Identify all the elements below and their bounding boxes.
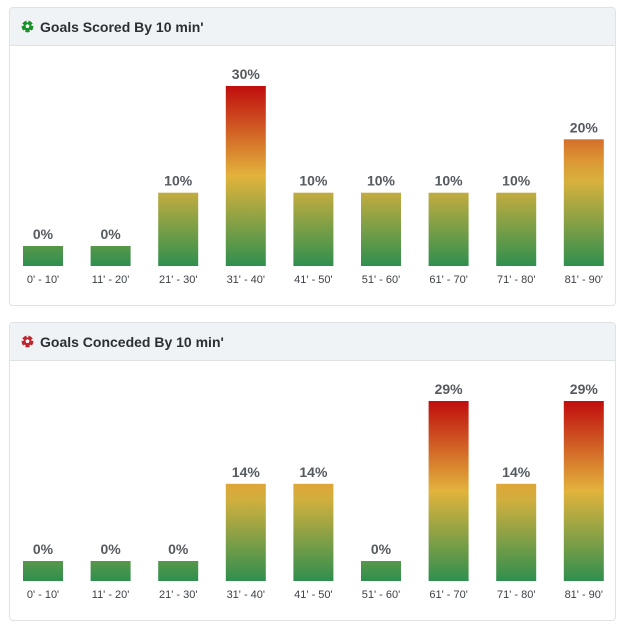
conceded-value-label-71-80: 14% <box>502 464 531 480</box>
goals-scored-chart: 0% 0' - 10' 0% 11' - 20' 10% 21' - 30' 30% 31' … <box>23 66 604 286</box>
scored-bar-61-70 <box>428 192 469 266</box>
scored-tick-label-21-30: 21' - 30' <box>159 274 197 286</box>
scored-value-label-61-70: 10% <box>435 173 464 189</box>
conceded-tick-label-0-10: 0' - 10' <box>27 589 59 601</box>
conceded-tick-label-41-50: 41' - 50' <box>294 589 332 601</box>
conceded-tick-label-61-70: 61' - 70' <box>429 589 467 601</box>
scored-tick-label-0-10: 0' - 10' <box>27 274 59 286</box>
scored-value-label-31-40: 30% <box>232 66 261 82</box>
conceded-tick-label-31-40: 31' - 40' <box>227 589 265 601</box>
goals-scored-title: Goals Scored By 10 min' <box>40 18 204 35</box>
goals-scored-header: Goals Scored By 10 min' <box>10 8 615 46</box>
goals-conceded-panel: Goals Conceded By 10 min' 0% 0' - 10' 0% 11… <box>9 322 616 621</box>
conceded-value-label-41-50: 14% <box>299 464 328 480</box>
scored-value-label-81-90: 20% <box>570 119 599 135</box>
scored-tick-label-11-20: 11' - 20' <box>92 274 130 286</box>
conceded-value-label-21-30: 0% <box>168 541 189 557</box>
scored-bar-41-50 <box>293 192 334 266</box>
scored-bar-71-80 <box>496 192 537 266</box>
scored-bar-81-90 <box>563 139 604 266</box>
scored-tick-label-81-90: 81' - 90' <box>565 274 603 286</box>
goals-conceded-header: Goals Conceded By 10 min' <box>10 323 615 361</box>
conceded-value-label-81-90: 29% <box>570 381 599 397</box>
conceded-tick-label-71-80: 71' - 80' <box>497 589 535 601</box>
conceded-tick-label-51-60: 51' - 60' <box>362 589 400 601</box>
conceded-bar-11-20 <box>90 561 131 581</box>
conceded-value-label-11-20: 0% <box>100 541 121 557</box>
conceded-bar-0-10 <box>23 561 63 581</box>
scored-value-label-21-30: 10% <box>164 173 193 189</box>
scored-tick-label-71-80: 71' - 80' <box>497 274 535 286</box>
scored-tick-label-61-70: 61' - 70' <box>429 274 467 286</box>
scored-bar-0-10 <box>23 246 63 266</box>
goals-conceded-title: Goals Conceded By 10 min' <box>40 333 224 350</box>
goals-scored-panel: Goals Scored By 10 min' 0% 0' - 10' 0% 11' … <box>9 7 616 306</box>
scored-tick-label-51-60: 51' - 60' <box>362 274 400 286</box>
conceded-bar-61-70 <box>428 401 469 581</box>
scored-tick-label-31-40: 31' - 40' <box>227 274 265 286</box>
scored-bar-11-20 <box>90 246 131 266</box>
goals-conceded-chart: 0% 0' - 10' 0% 11' - 20' 0% 21' - 30' 14% 31' -… <box>23 381 604 601</box>
conceded-bar-81-90 <box>563 401 604 581</box>
conceded-value-label-0-10: 0% <box>33 541 54 557</box>
scored-value-label-51-60: 10% <box>367 173 396 189</box>
conceded-bar-41-50 <box>293 483 334 581</box>
conceded-tick-label-81-90: 81' - 90' <box>565 589 603 601</box>
conceded-bar-51-60 <box>361 561 401 581</box>
conceded-tick-label-21-30: 21' - 30' <box>159 589 197 601</box>
soccer-ball-red-icon <box>21 335 34 348</box>
scored-value-label-11-20: 0% <box>100 226 121 242</box>
conceded-bar-31-40 <box>225 483 266 581</box>
scored-value-label-71-80: 10% <box>502 173 531 189</box>
conceded-value-label-61-70: 29% <box>435 381 464 397</box>
conceded-value-label-31-40: 14% <box>232 464 261 480</box>
scored-bar-51-60 <box>361 192 401 266</box>
soccer-ball-green-icon <box>21 20 34 33</box>
scored-bar-31-40 <box>225 86 266 266</box>
scored-tick-label-41-50: 41' - 50' <box>294 274 332 286</box>
scored-bar-21-30 <box>158 192 199 266</box>
conceded-value-label-51-60: 0% <box>371 541 392 557</box>
scored-value-label-0-10: 0% <box>33 226 54 242</box>
scored-value-label-41-50: 10% <box>299 173 328 189</box>
conceded-tick-label-11-20: 11' - 20' <box>92 589 130 601</box>
conceded-bar-71-80 <box>496 483 537 581</box>
conceded-bar-21-30 <box>158 561 199 581</box>
